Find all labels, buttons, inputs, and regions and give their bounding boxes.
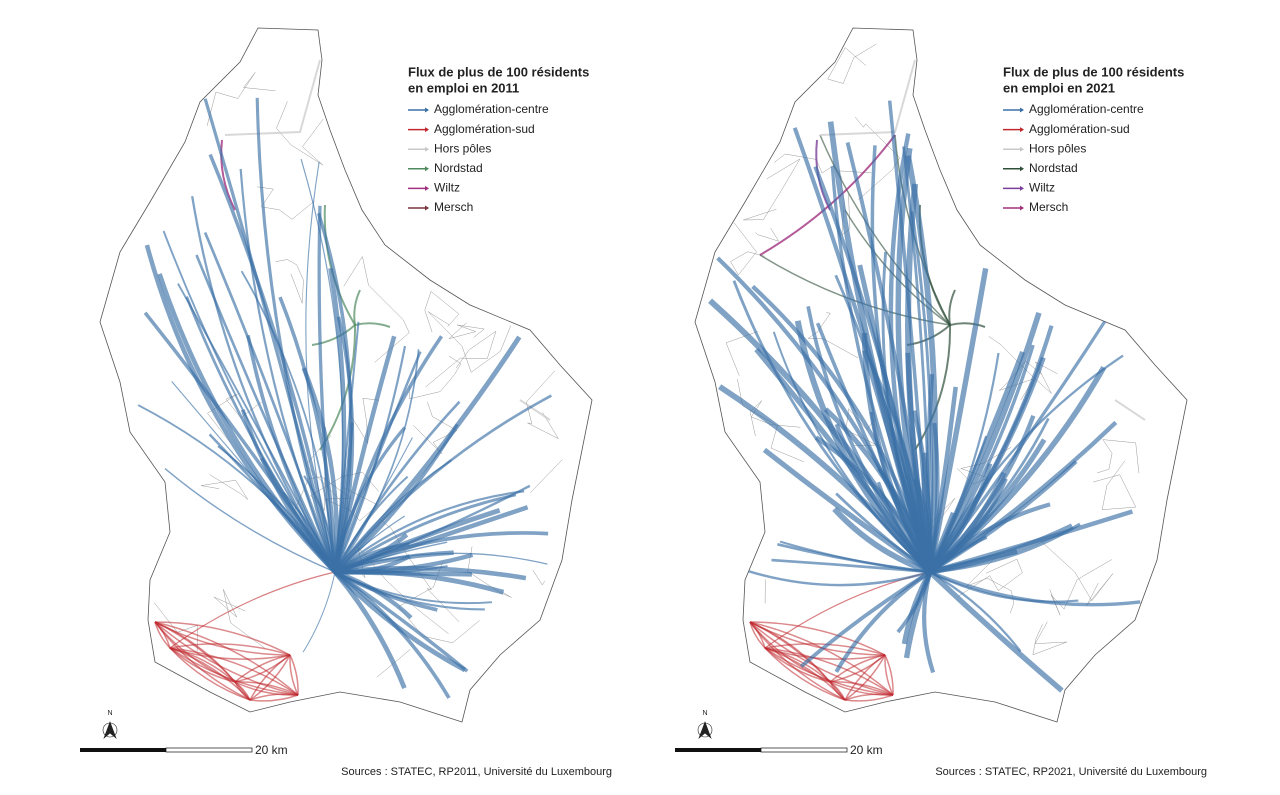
legend-arrow: [1020, 186, 1024, 191]
flow-line: [355, 323, 390, 327]
legend-label: Nordstad: [1029, 161, 1078, 175]
legend-arrow: [1020, 147, 1024, 152]
commune-boundary: [1033, 622, 1067, 655]
legend-arrow: [425, 166, 429, 171]
commune-boundary: [276, 260, 304, 304]
flow-line: [303, 572, 335, 652]
scale-bar-white: [761, 748, 847, 752]
flow-line: [949, 290, 955, 325]
legend-arrow: [1020, 108, 1024, 113]
commune-boundary: [257, 187, 314, 219]
commune-boundary: [1093, 461, 1136, 510]
legend-arrow: [425, 108, 429, 113]
scale-bar-black: [675, 748, 761, 752]
legend-arrow: [425, 186, 429, 191]
commune-boundary: [533, 570, 545, 585]
legend-title: en emploi en 2011: [408, 80, 519, 95]
legend-arrow: [1020, 206, 1024, 211]
commune-boundary: [530, 459, 562, 492]
scale-label: 20 km: [850, 743, 883, 757]
legend-label: Wiltz: [1029, 181, 1055, 195]
legend-title: en emploi en 2021: [1003, 80, 1115, 95]
flow-line: [820, 60, 915, 135]
legend-label: Agglomération-centre: [434, 102, 549, 116]
commune-boundary: [526, 371, 558, 439]
legend-arrow: [1020, 166, 1024, 171]
legend-title: Flux de plus de 100 résidents: [408, 64, 589, 79]
commune-boundary: [743, 159, 800, 220]
scale-label: 20 km: [255, 743, 288, 757]
commune-boundary: [750, 401, 800, 437]
commune-boundary: [207, 72, 275, 126]
legend-label: Agglomération-centre: [1029, 102, 1144, 116]
flow-line: [170, 572, 335, 648]
flow-line: [1115, 400, 1145, 420]
legend-title: Flux de plus de 100 résidents: [1003, 64, 1184, 79]
legend-label: Agglomération-sud: [1029, 122, 1130, 136]
legend-label: Wiltz: [434, 181, 460, 195]
flow-line: [335, 572, 467, 671]
source-note: Sources : STATEC, RP2021, Université du …: [935, 766, 1207, 778]
north-label: N: [702, 710, 707, 717]
source-note: Sources : STATEC, RP2011, Université du …: [341, 766, 612, 778]
legend-label: Hors pôles: [434, 141, 491, 155]
commune-boundary: [1040, 540, 1113, 605]
flow-line: [749, 571, 930, 585]
legend-label: Mersch: [434, 200, 473, 214]
scale-bar-black: [80, 748, 166, 752]
commune-boundary: [449, 323, 484, 339]
legend-arrow: [425, 147, 429, 152]
commune-boundary: [828, 44, 877, 84]
legend-label: Mersch: [1029, 200, 1068, 214]
legend-arrow: [425, 206, 429, 211]
commune-boundary: [201, 475, 248, 500]
flow-line: [225, 60, 320, 135]
commune-boundary: [428, 312, 511, 373]
commune-boundary: [426, 331, 496, 387]
legend-label: Hors pôles: [1029, 141, 1086, 155]
commune-boundary: [755, 228, 778, 241]
commune-boundary: [731, 223, 765, 275]
flow-line: [354, 290, 360, 325]
north-label: N: [107, 710, 112, 717]
flow-line: [950, 323, 985, 327]
scale-bar-white: [166, 748, 252, 752]
legend-label: Nordstad: [434, 161, 483, 175]
legend-arrow: [425, 127, 429, 132]
legend-arrow: [1020, 127, 1024, 132]
legend-label: Agglomération-sud: [434, 122, 535, 136]
commune-boundary: [1097, 440, 1139, 474]
